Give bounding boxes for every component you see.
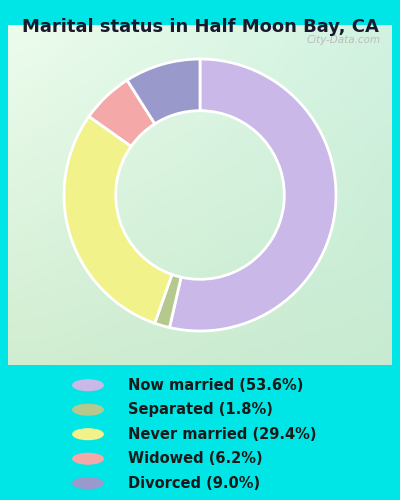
Circle shape (73, 429, 103, 440)
Text: Never married (29.4%): Never married (29.4%) (128, 426, 316, 442)
Text: Marital status in Half Moon Bay, CA: Marital status in Half Moon Bay, CA (22, 18, 378, 36)
Circle shape (73, 478, 103, 488)
Text: Now married (53.6%): Now married (53.6%) (128, 378, 303, 392)
Text: City-Data.com: City-Data.com (306, 35, 380, 45)
Wedge shape (64, 116, 172, 323)
Text: Separated (1.8%): Separated (1.8%) (128, 402, 273, 417)
Circle shape (73, 404, 103, 415)
Text: Widowed (6.2%): Widowed (6.2%) (128, 451, 263, 466)
Text: Divorced (9.0%): Divorced (9.0%) (128, 476, 260, 490)
Circle shape (73, 454, 103, 464)
Circle shape (73, 380, 103, 390)
Wedge shape (127, 59, 200, 124)
Wedge shape (155, 274, 181, 328)
Wedge shape (89, 80, 155, 146)
Wedge shape (170, 59, 336, 331)
